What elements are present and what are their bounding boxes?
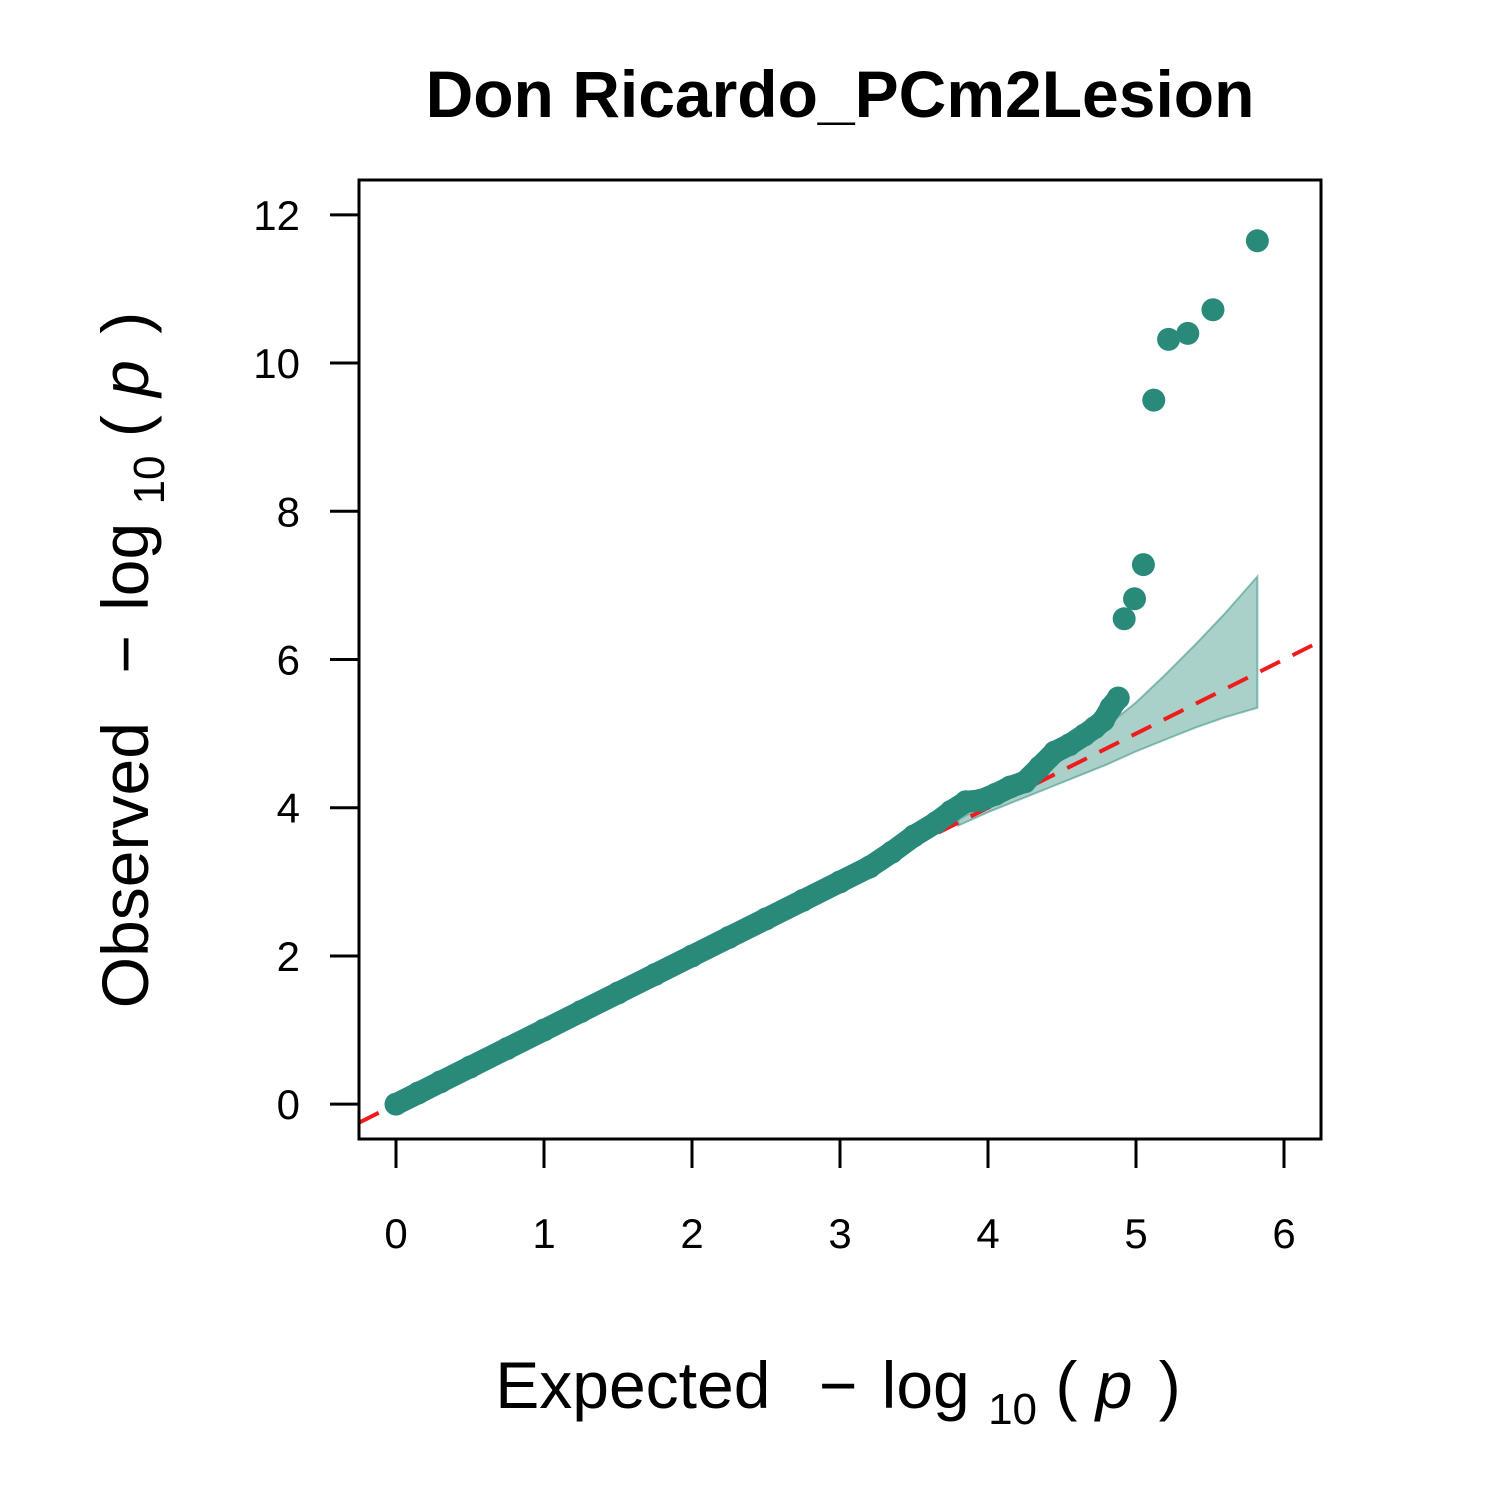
- y-axis-title-open: (: [88, 415, 162, 437]
- data-point: [1131, 553, 1155, 577]
- y-axis-title-log: log: [88, 523, 162, 611]
- x-axis-title-word: Expected: [495, 1348, 770, 1422]
- x-axis-title-close: ): [1159, 1348, 1181, 1422]
- data-point: [1245, 229, 1269, 253]
- y-tick-label: 8: [277, 488, 300, 535]
- data-point: [428, 1070, 452, 1094]
- data-point: [495, 1037, 519, 1061]
- data-point: [606, 981, 630, 1005]
- series-1: [384, 686, 1130, 1116]
- data-point: [1028, 755, 1052, 779]
- x-axis-title-open: (: [1055, 1348, 1077, 1422]
- y-tick-label: 0: [277, 1081, 300, 1128]
- x-tick-label: 3: [828, 1210, 851, 1257]
- data-point: [902, 824, 926, 848]
- data-point: [880, 840, 904, 864]
- x-axis-title-base: 10: [988, 1385, 1037, 1434]
- y-axis-title-word: Observed: [88, 722, 162, 1008]
- x-axis-title: Expected − log 10 ( p ): [495, 1348, 1181, 1438]
- y-axis-title-var: p: [88, 360, 162, 399]
- data-point: [1176, 321, 1200, 345]
- y-tick-label: 4: [277, 785, 300, 832]
- x-tick-label: 0: [384, 1210, 407, 1257]
- x-axis: 0 1 2 3 4 5 6: [384, 1137, 1296, 1257]
- x-axis-title-log: log: [882, 1348, 970, 1422]
- data-point: [1142, 388, 1166, 412]
- data-point: [384, 1092, 408, 1116]
- data-point: [858, 855, 882, 879]
- y-axis-title-minus: −: [88, 635, 162, 674]
- y-axis-title-base: 10: [125, 455, 174, 504]
- data-point: [717, 925, 741, 949]
- y-tick-label: 10: [253, 340, 300, 387]
- data-point: [1157, 327, 1181, 351]
- series-2: [1112, 229, 1269, 631]
- x-axis-title-var: p: [1094, 1348, 1133, 1422]
- data-point: [680, 944, 704, 968]
- y-axis-title: Observed − log 10 ( p ): [88, 312, 178, 1008]
- data-point: [569, 1000, 593, 1024]
- plot-frame: [357, 178, 1323, 1141]
- y-tick-label: 12: [253, 192, 300, 239]
- y-tick-label: 2: [277, 933, 300, 980]
- x-tick-label: 2: [680, 1210, 703, 1257]
- y-tick-label: 6: [277, 637, 300, 684]
- x-tick-label: 1: [532, 1210, 555, 1257]
- chart-title: Don Ricardo_PCm2Lesion: [426, 57, 1255, 131]
- data-point: [532, 1018, 556, 1042]
- y-axis-title-close: ): [88, 312, 162, 334]
- y-axis: 0 2 4 6 8 10 12: [253, 192, 361, 1128]
- data-point: [754, 907, 778, 931]
- data-point: [1013, 770, 1037, 794]
- data-point: [1123, 587, 1147, 611]
- data-point: [828, 870, 852, 894]
- x-tick-label: 6: [1272, 1210, 1295, 1257]
- data-point: [1106, 686, 1130, 710]
- x-tick-label: 5: [1124, 1210, 1147, 1257]
- data-point: [458, 1055, 482, 1079]
- data-point: [1201, 298, 1225, 322]
- x-tick-label: 4: [976, 1210, 999, 1257]
- data-point: [643, 962, 667, 986]
- points-layer: [384, 229, 1269, 1116]
- data-point: [791, 888, 815, 912]
- data-point: [1112, 607, 1136, 631]
- data-point: [406, 1081, 430, 1105]
- x-axis-title-minus: −: [819, 1348, 858, 1422]
